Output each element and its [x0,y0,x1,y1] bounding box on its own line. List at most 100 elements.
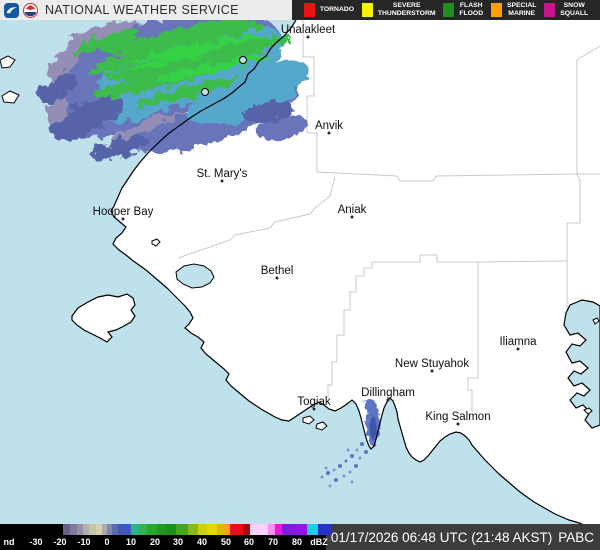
city-label-bethel: Bethel [260,265,294,277]
warning-label: SPECIAL MARINE [506,2,537,17]
colorbar-segment [107,524,112,535]
colorbar-segment [139,524,147,535]
city-label-togiak: Togiak [297,396,331,408]
coastline-stroke [110,20,583,524]
colorbar-segment [157,524,166,535]
tick-label-60: 60 [243,537,255,547]
station-id: PABC [558,529,594,545]
city-marker-togiak [312,407,316,411]
tick-label-50: 50 [220,537,232,547]
colorbar-segment [198,524,207,535]
colorbar-segment [176,524,188,535]
warning-color-swatch [443,3,455,17]
warning-legend-item-flash-flood: FLASH FLOOD [443,0,483,20]
city-marker-king-salmon [456,422,460,426]
tick-label-40: 40 [196,537,208,547]
city-label-anvik: Anvik [314,120,344,132]
warning-label: SEVERE THUNDERSTORM [377,2,436,17]
city-label-iliamna: Iliamna [499,336,537,348]
warning-color-swatch [490,3,502,17]
city-label-dillingham: Dillingham [361,387,415,399]
colorbar-segment [96,524,102,535]
iliamna-lake [563,299,600,429]
agency-title: NATIONAL WEATHER SERVICE [45,3,239,17]
noaa-logo-icon [4,2,19,18]
header-bar: NATIONAL WEATHER SERVICE TORNADO SEVERE TH… [0,0,600,20]
tick-label-0: 0 [104,537,110,547]
status-bar: 01/17/2026 06:48 UTC (21:48 AKST) PABC [325,524,600,550]
colorbar-segment [230,524,243,535]
colorbar-segment [102,524,107,535]
city-label-aniak: Aniak [337,204,367,216]
city-label-new-stuyahok: New Stuyahok [394,358,470,370]
warning-label: FLASH FLOOD [459,2,484,17]
city-marker-bethel [275,276,279,280]
warning-color-swatch [361,3,373,17]
colorbar-segment [83,524,89,535]
colorbar-segment [275,524,282,535]
radar-map[interactable]: Unalakleet Anvik St. Mary's Hooper Bay Aniak… [0,20,600,524]
tick-label-80: 80 [291,537,303,547]
city-marker-anvik [327,131,331,135]
tick-label-dbz: dBZ [310,537,328,547]
coastal-lagoons [175,56,247,289]
city-marker-aniak [350,215,354,219]
city-marker-unalakleet [306,35,310,39]
bottom-bar: nd -30 -20 -10 0 10 20 30 40 50 60 70 80 dBZ 01/17/20… [0,524,600,550]
colorbar-segment [318,524,331,535]
colorbar-segment [63,524,70,535]
radar-echo-northwest [38,20,310,159]
warning-legend-item-tornado: TORNADO [303,0,355,20]
colorbar-segment [307,524,318,535]
colorbar-segment [131,524,139,535]
tick-label--20: -20 [53,537,67,547]
mainland-coastline [111,20,600,524]
city-label-unalakleet: Unalakleet [280,24,336,36]
warning-label: SNOW SQUALL [560,2,589,17]
tick-label-nd: nd [3,537,15,547]
colorbar-segment [217,524,224,535]
nws-logo-icon [23,2,38,18]
lake-islands [583,317,600,415]
timestamp-text: 01/17/2026 06:48 UTC (21:48 AKST) [330,529,553,545]
tick-label-20: 20 [149,537,161,547]
colorbar-segment [118,524,124,535]
city-marker-st-mary-s [220,179,224,183]
colorbar-segment [0,524,63,535]
city-label-st-mary-s: St. Mary's [196,168,248,180]
colorbar-segment [282,524,296,535]
colorbar-segment [207,524,217,535]
colorbar-segment [77,524,83,535]
city-label-king-salmon: King Salmon [425,411,491,423]
warning-legend-item-special-marine: SPECIAL MARINE [490,0,537,20]
tick-label-70: 70 [267,537,279,547]
city-marker-dillingham [386,398,390,402]
city-label-hooper-bay: Hooper Bay [92,206,154,218]
warning-label: TORNADO [319,6,355,14]
tick-label-10: 10 [125,537,137,547]
dbz-tick-labels: nd -30 -20 -10 0 10 20 30 40 50 60 70 80 dBZ [0,535,336,550]
nunivak-island [71,293,136,343]
colorbar-segment [89,524,96,535]
colorbar-segment [224,524,230,535]
colorbar-segment [296,524,307,535]
warning-color-swatch [544,3,556,17]
colorbar-segment [112,524,118,535]
colorbar-segment [70,524,77,535]
city-marker-hooper-bay [121,217,125,221]
brand-area: NATIONAL WEATHER SERVICE [0,0,292,20]
city-marker-new-stuyahok [430,369,434,373]
small-islands [0,55,328,431]
tick-label--10: -10 [77,537,91,547]
colorbar-segment [268,524,275,535]
warning-legend: TORNADO SEVERE THUNDERSTORM FLASH FLOOD SPECI… [292,0,600,20]
map-svg [0,20,600,524]
dbz-colorbar [0,524,331,535]
warning-color-swatch [303,3,315,17]
warning-legend-item-severe-thunderstorm: SEVERE THUNDERSTORM [361,0,436,20]
tick-label-30: 30 [172,537,184,547]
colorbar-segment [243,524,250,535]
reflectivity-scale: nd -30 -20 -10 0 10 20 30 40 50 60 70 80 dBZ [0,524,331,550]
colorbar-segment [250,524,268,535]
